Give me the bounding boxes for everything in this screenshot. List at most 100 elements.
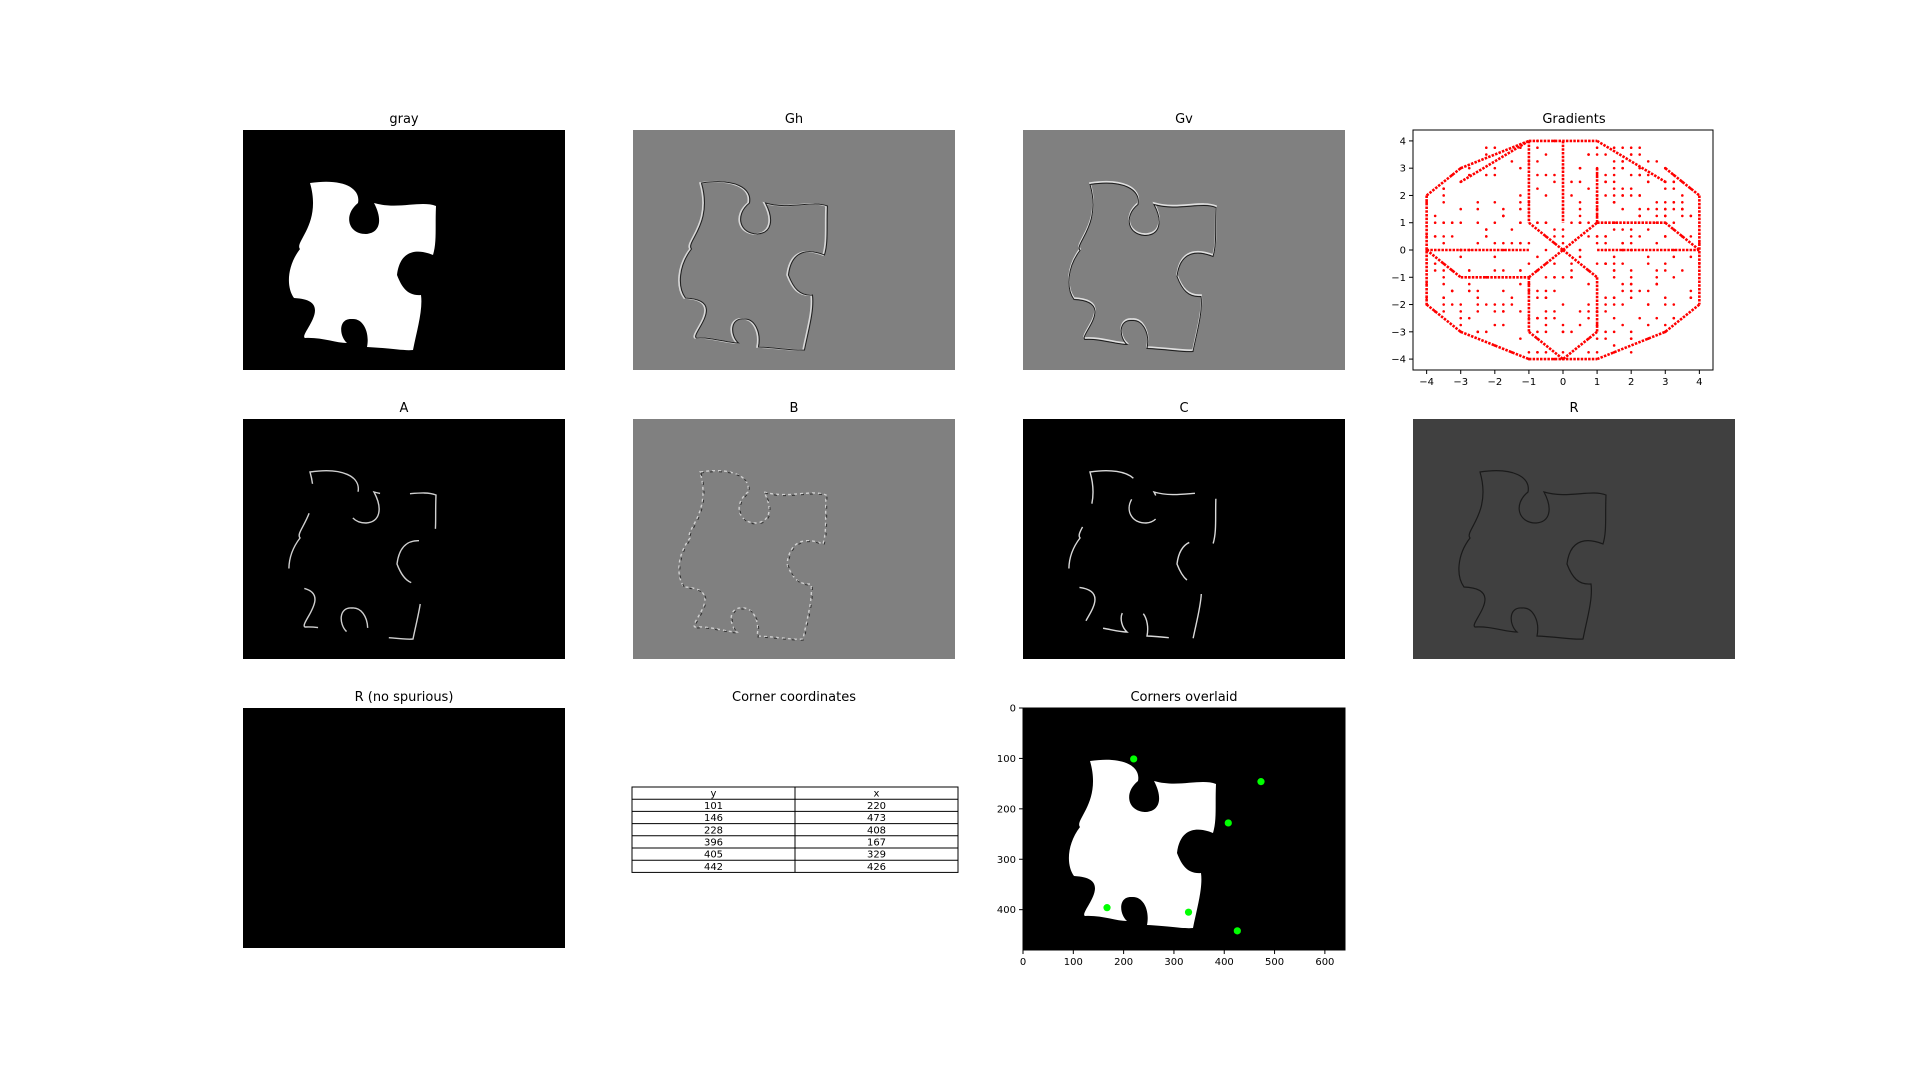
gradient-segment xyxy=(1425,303,1462,333)
gradient-point xyxy=(1561,303,1565,306)
gradient-point xyxy=(1629,194,1633,197)
gradient-point xyxy=(1655,200,1659,204)
gradient-point xyxy=(1646,323,1650,327)
gradient-point xyxy=(1587,153,1590,156)
gradient-point xyxy=(1467,282,1471,286)
gradient-point xyxy=(1450,235,1454,238)
gradient-point xyxy=(1442,221,1445,225)
table-cell: 167 xyxy=(867,838,886,849)
gradient-point xyxy=(1672,248,1676,252)
gradient-point xyxy=(1612,303,1616,306)
gradient-point xyxy=(1646,303,1650,306)
gradient-point xyxy=(1425,200,1428,204)
gradient-point xyxy=(1544,330,1548,334)
gradient-point xyxy=(1561,235,1565,238)
gradient-point xyxy=(1578,166,1582,170)
gradient-point xyxy=(1433,214,1437,218)
table-cell: 408 xyxy=(867,825,886,836)
gradient-point xyxy=(1629,275,1633,279)
gradients-x-axis: −4 −3 −2 −1 0 1 2 3 4 xyxy=(1419,370,1703,388)
gradient-point xyxy=(1638,146,1642,150)
gradient-point xyxy=(1655,241,1659,245)
gradient-point xyxy=(1612,262,1616,265)
gradient-point xyxy=(1519,207,1522,211)
gradient-segment xyxy=(1562,221,1598,252)
gradient-point xyxy=(1587,221,1590,225)
gradient-point xyxy=(1553,310,1556,313)
gradient-point xyxy=(1646,160,1650,163)
x-tick-label: 1 xyxy=(1594,377,1600,388)
y-tick-label: 4 xyxy=(1400,136,1406,147)
gradient-point xyxy=(1442,235,1445,238)
image-a xyxy=(243,419,565,659)
gradient-point xyxy=(1689,289,1693,293)
gradient-point xyxy=(1612,350,1616,354)
gradient-point xyxy=(1425,248,1428,252)
y-tick-label: −3 xyxy=(1391,327,1406,338)
gradient-point xyxy=(1544,316,1548,320)
gradient-point xyxy=(1493,269,1497,272)
gradient-point xyxy=(1553,139,1556,143)
corner-marker xyxy=(1103,904,1111,912)
gradient-point xyxy=(1578,200,1582,204)
gradient-point xyxy=(1587,310,1590,313)
panel-gradients: Gradients −4 −3 −2 −1 0 1 2 3 4 −4 −3 −2 −1 0 1 2 3 4 xyxy=(1391,112,1714,388)
x-tick-label: −1 xyxy=(1522,377,1537,388)
gradient-point xyxy=(1561,241,1565,245)
overlay-axes-frame xyxy=(1022,707,1346,951)
gradient-point xyxy=(1442,187,1445,190)
gradient-point xyxy=(1484,275,1488,279)
gradient-point xyxy=(1629,228,1633,231)
gradient-point xyxy=(1493,200,1497,204)
x-tick-label: 3 xyxy=(1662,377,1668,388)
gradient-segment xyxy=(1460,139,1530,183)
y-tick-label: 0 xyxy=(1400,246,1406,257)
gradient-point xyxy=(1578,255,1582,259)
gradient-point xyxy=(1544,296,1548,300)
gradient-point xyxy=(1681,194,1684,197)
gradient-point xyxy=(1621,282,1624,286)
gradient-point xyxy=(1646,289,1650,293)
gradient-point xyxy=(1612,344,1616,347)
image-gh xyxy=(633,130,955,370)
gradient-point xyxy=(1433,269,1437,272)
gradient-point xyxy=(1561,357,1565,361)
gradient-point xyxy=(1536,337,1539,340)
gradient-point xyxy=(1476,241,1480,245)
gradient-point xyxy=(1433,262,1437,265)
gradient-point xyxy=(1638,289,1642,293)
gradient-point xyxy=(1595,166,1599,170)
gradient-point xyxy=(1553,289,1556,293)
panel-corners-overlaid: Corners overlaid 0 100 200 300 400 500 600 0 10… xyxy=(997,690,1346,968)
gradient-point xyxy=(1621,146,1624,150)
panel-title-gray: gray xyxy=(389,112,419,127)
gradient-point xyxy=(1629,282,1633,286)
panel-title-a: A xyxy=(400,401,409,416)
gradient-point xyxy=(1604,180,1607,184)
gradient-point xyxy=(1621,187,1624,190)
gradient-point xyxy=(1459,310,1463,313)
y-tick-label: 200 xyxy=(997,804,1016,815)
gradient-point xyxy=(1459,207,1463,211)
gradient-point xyxy=(1467,166,1471,170)
corner-markers xyxy=(1103,755,1265,935)
panel-title-r-no-spurious: R (no spurious) xyxy=(355,690,454,705)
gradient-point xyxy=(1587,187,1590,190)
gradient-point xyxy=(1663,207,1667,211)
gradient-point xyxy=(1536,173,1539,177)
gradient-point xyxy=(1621,160,1624,163)
gradient-point xyxy=(1561,166,1565,170)
gradient-point xyxy=(1681,207,1684,211)
gradient-point xyxy=(1484,235,1488,238)
gradient-point xyxy=(1663,200,1667,204)
gradient-point xyxy=(1629,173,1633,177)
gradient-point xyxy=(1621,289,1624,293)
gradient-point xyxy=(1621,262,1624,265)
image-r xyxy=(1413,419,1735,659)
gradient-point xyxy=(1646,173,1650,177)
gradient-point xyxy=(1646,262,1650,265)
gradient-point xyxy=(1604,241,1607,245)
gradient-point xyxy=(1493,344,1497,347)
gradient-point xyxy=(1689,235,1693,238)
